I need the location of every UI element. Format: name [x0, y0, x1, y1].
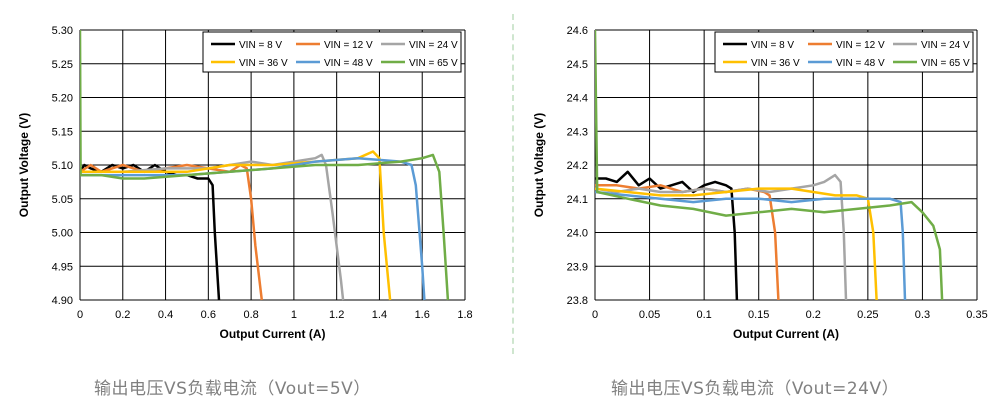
y-tick-label: 24.2: [567, 160, 588, 172]
x-tick-label: 1.2: [329, 309, 344, 321]
x-axis-label: Output Current (A): [220, 327, 326, 341]
y-tick-label: 24.1: [567, 194, 588, 206]
caption-right: 输出电压VS负载电流（Vout=24V）: [611, 379, 900, 399]
legend-label: VIN = 8 V: [239, 40, 282, 51]
series-line-3: [595, 173, 848, 301]
x-axis-label: Output Current (A): [733, 327, 839, 341]
y-tick-label: 4.90: [52, 295, 73, 307]
legend-label: VIN = 12 V: [324, 40, 373, 51]
y-tick-label: 5.30: [52, 25, 73, 37]
x-tick-label: 0.25: [857, 309, 878, 321]
legend-box: [202, 31, 462, 73]
x-tick-label: 0.1: [696, 309, 711, 321]
legend: VIN = 8 V VIN = 12 V VIN = 24 V VIN = 36 V V…: [202, 31, 462, 73]
legend-label: VIN = 48 V: [836, 58, 885, 69]
legend-label: VIN = 24 V: [921, 40, 970, 51]
x-tick-label: 0.35: [966, 309, 987, 321]
y-tick-label: 24.0: [567, 228, 588, 240]
x-tick-label: 0.3: [915, 309, 930, 321]
chart-2: 0 0.05 0.1 0.15 0.2 0.25 0.3 0.35 23.8 23.9 24.0 24…: [532, 25, 988, 341]
y-tick-label: 23.9: [567, 261, 588, 273]
x-tick-label: 1.6: [415, 309, 430, 321]
x-tick-label: 0.05: [639, 309, 660, 321]
y-tick-label: 5.20: [52, 93, 73, 105]
series-line-6: [595, 29, 944, 301]
x-tick-label: 1: [291, 309, 297, 321]
y-tick-label: 5.10: [52, 160, 73, 172]
charts-canvas: 0 0.2 0.4 0.6 0.8 1 1.2 1.4 1.6 1.8 4.90 4.95 5.00 5.…: [17, 25, 988, 341]
x-tick-label: 1.4: [372, 309, 387, 321]
x-tick-label: 0.4: [158, 309, 173, 321]
y-tick-label: 4.95: [52, 261, 73, 273]
legend-label: VIN = 12 V: [836, 40, 885, 51]
x-tick-label: 1.8: [457, 309, 472, 321]
x-tick-label: 0.2: [806, 309, 821, 321]
legend-label: VIN = 36 V: [239, 58, 288, 69]
series-line-1: [595, 170, 739, 301]
y-tick-label: 24.5: [567, 59, 588, 71]
y-tick-label: 5.15: [52, 126, 73, 138]
y-tick-label: 24.4: [567, 93, 588, 105]
y-tick-label: 5.05: [52, 194, 73, 206]
chart-1: 0 0.2 0.4 0.6 0.8 1 1.2 1.4 1.6 1.8 4.90 4.95 5.00 5.…: [17, 25, 473, 341]
series-line-3: [80, 153, 345, 301]
series-line-4: [80, 150, 392, 301]
legend: VIN = 8 V VIN = 12 V VIN = 24 V VIN = 36 V V…: [714, 31, 974, 73]
legend-label: VIN = 65 V: [409, 58, 458, 69]
legend-label: VIN = 48 V: [324, 58, 373, 69]
y-axis-label: Output Voltage (V): [17, 113, 31, 217]
legend-label: VIN = 65 V: [921, 58, 970, 69]
y-tick-label: 24.3: [567, 126, 588, 138]
legend-label: VIN = 24 V: [409, 40, 458, 51]
y-tick-label: 5.00: [52, 228, 73, 240]
legend-label: VIN = 8 V: [751, 40, 794, 51]
series-line-6: [80, 29, 450, 301]
y-tick-label: 23.8: [567, 295, 588, 307]
x-tick-label: 0.15: [748, 309, 769, 321]
x-tick-label: 0: [77, 309, 83, 321]
legend-label: VIN = 36 V: [751, 58, 800, 69]
y-axis-label: Output Voltage (V): [532, 113, 546, 217]
y-tick-label: 24.6: [567, 25, 588, 37]
y-tick-label: 5.25: [52, 59, 73, 71]
x-tick-label: 0.6: [201, 309, 216, 321]
series-line-5: [595, 190, 907, 301]
x-tick-label: 0: [592, 309, 598, 321]
x-tick-label: 0.2: [115, 309, 130, 321]
caption-left: 输出电压VS负载电流（Vout=5V）: [94, 379, 371, 399]
x-tick-label: 0.8: [243, 309, 258, 321]
series-line-5: [80, 156, 426, 301]
legend-box: [714, 31, 974, 73]
panel-divider: [512, 14, 514, 354]
